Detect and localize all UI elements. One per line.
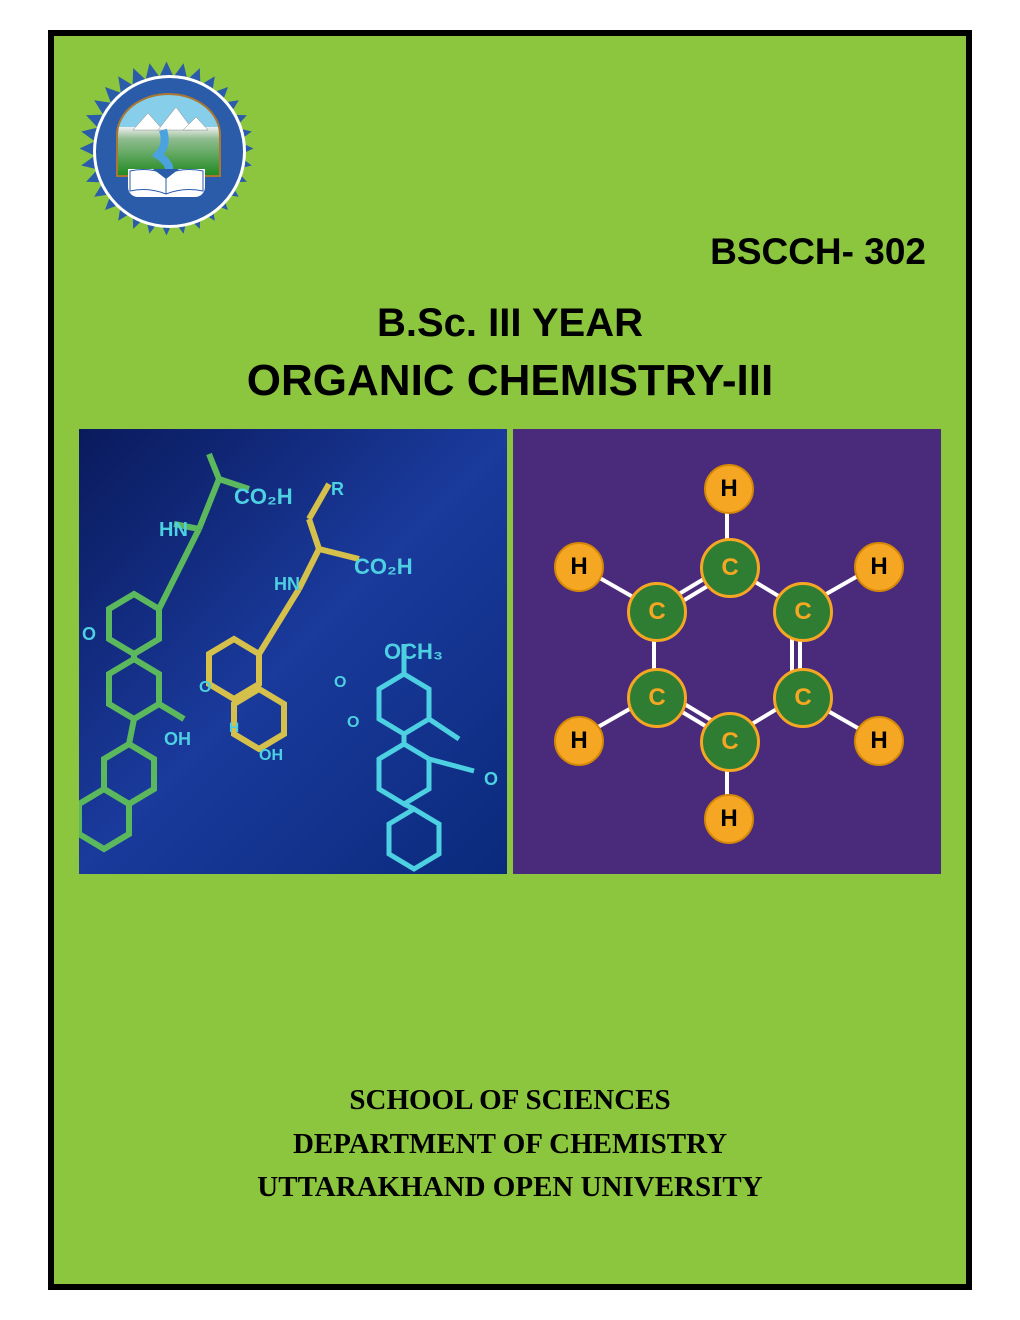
molecule-label: H <box>229 719 239 735</box>
department-line: DEPARTMENT OF CHEMISTRY <box>54 1123 966 1167</box>
molecule-label: OH <box>259 747 283 765</box>
molecule-label: CO₂H <box>234 484 293 510</box>
institution-block: SCHOOL OF SCIENCES DEPARTMENT OF CHEMIST… <box>54 1079 966 1210</box>
hydrogen-atom: H <box>704 464 754 514</box>
cover-frame: BSCCH- 302 B.Sc. III YEAR ORGANIC CHEMIS… <box>48 30 972 1290</box>
molecule-label: O <box>82 624 96 645</box>
carbon-atom: C <box>627 668 687 728</box>
carbon-atom: C <box>773 668 833 728</box>
hydrogen-atom: H <box>554 716 604 766</box>
hydrogen-atom: H <box>704 794 754 844</box>
complex-molecules-panel: CO₂HRHNCO₂HHNOCH₃OOOOOHOHOH <box>79 429 507 874</box>
molecule-label: HN <box>159 519 188 542</box>
molecule-label: O <box>484 769 498 790</box>
hydrogen-atom: H <box>854 542 904 592</box>
molecule-label: OCH₃ <box>384 639 443 665</box>
molecule-label: O <box>334 674 346 692</box>
molecule-label: O <box>347 714 359 732</box>
logo-book <box>128 169 205 197</box>
benzene-bonds <box>557 472 897 832</box>
illustration-row: CO₂HRHNCO₂HHNOCH₃OOOOOHOHOH CCCCCC HHHHH… <box>79 429 941 874</box>
benzene-ring: CCCCCC HHHHHH <box>557 472 897 832</box>
benzene-panel: CCCCCC HHHHHH <box>513 429 941 874</box>
molecule-label: CO₂H <box>354 554 413 580</box>
university-line: UTTARAKHAND OPEN UNIVERSITY <box>54 1166 966 1210</box>
carbon-atom: C <box>773 582 833 642</box>
molecule-label: HN <box>274 574 300 595</box>
carbon-atom: C <box>627 582 687 642</box>
carbon-atom: C <box>700 538 760 598</box>
molecule-label: O <box>199 679 211 697</box>
carbon-atom: C <box>700 712 760 772</box>
course-name: ORGANIC CHEMISTRY-III <box>54 356 966 406</box>
molecule-label: R <box>331 479 344 500</box>
school-line: SCHOOL OF SCIENCES <box>54 1079 966 1123</box>
hydrogen-atom: H <box>554 542 604 592</box>
hydrogen-atom: H <box>854 716 904 766</box>
logo-scene <box>116 93 221 177</box>
university-logo <box>79 61 254 236</box>
year-title: B.Sc. III YEAR <box>54 301 966 346</box>
course-code: BSCCH- 302 <box>710 231 926 273</box>
molecule-label: OH <box>164 729 191 750</box>
